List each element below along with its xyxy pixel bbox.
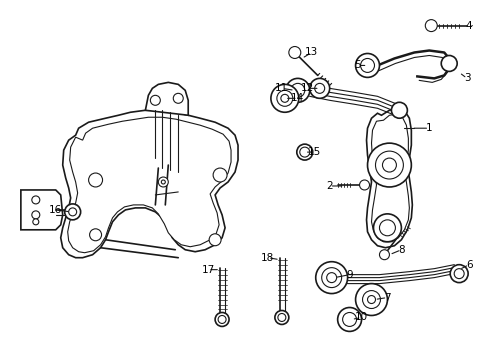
Circle shape xyxy=(89,229,102,241)
Circle shape xyxy=(285,78,309,102)
Circle shape xyxy=(314,84,324,93)
Polygon shape xyxy=(145,82,188,115)
Circle shape xyxy=(288,46,300,58)
Circle shape xyxy=(425,20,436,32)
Text: 13: 13 xyxy=(305,48,318,58)
Circle shape xyxy=(390,102,407,118)
Circle shape xyxy=(150,95,160,105)
Circle shape xyxy=(449,265,467,283)
Text: 14: 14 xyxy=(290,93,304,103)
Circle shape xyxy=(360,58,374,72)
Circle shape xyxy=(32,211,40,219)
Circle shape xyxy=(440,55,456,71)
Circle shape xyxy=(382,158,396,172)
Circle shape xyxy=(158,177,168,187)
Text: 8: 8 xyxy=(397,245,404,255)
Circle shape xyxy=(315,262,347,293)
Circle shape xyxy=(296,144,312,160)
Text: 6: 6 xyxy=(465,260,471,270)
Circle shape xyxy=(33,219,39,225)
Circle shape xyxy=(379,220,395,236)
Circle shape xyxy=(274,310,288,324)
Circle shape xyxy=(290,84,304,97)
Circle shape xyxy=(321,268,341,288)
Text: 18: 18 xyxy=(261,253,274,263)
Circle shape xyxy=(32,196,40,204)
Circle shape xyxy=(309,78,329,98)
Circle shape xyxy=(209,234,221,246)
Text: 4: 4 xyxy=(465,21,471,31)
Circle shape xyxy=(68,208,77,216)
Circle shape xyxy=(88,173,102,187)
Circle shape xyxy=(367,143,410,187)
Circle shape xyxy=(375,151,403,179)
Circle shape xyxy=(161,180,165,184)
Circle shape xyxy=(280,94,288,102)
Text: 15: 15 xyxy=(307,147,321,157)
Text: 11: 11 xyxy=(275,84,288,93)
Circle shape xyxy=(453,269,463,279)
Text: 1: 1 xyxy=(425,123,432,133)
Text: 3: 3 xyxy=(463,73,469,84)
Text: 5: 5 xyxy=(353,60,360,71)
Circle shape xyxy=(379,250,388,260)
Circle shape xyxy=(173,93,183,103)
Text: 7: 7 xyxy=(384,293,390,302)
Circle shape xyxy=(277,314,285,321)
Circle shape xyxy=(373,214,401,242)
Polygon shape xyxy=(366,108,411,248)
Circle shape xyxy=(359,180,369,190)
Circle shape xyxy=(342,312,356,327)
Circle shape xyxy=(299,147,309,157)
Circle shape xyxy=(337,307,361,332)
Text: 16: 16 xyxy=(49,205,62,215)
Circle shape xyxy=(276,90,292,106)
Circle shape xyxy=(64,204,81,220)
Polygon shape xyxy=(21,190,62,230)
Text: 12: 12 xyxy=(301,84,314,93)
Circle shape xyxy=(355,284,386,315)
Polygon shape xyxy=(67,117,230,253)
Polygon shape xyxy=(61,110,238,258)
Text: 2: 2 xyxy=(325,181,332,191)
Circle shape xyxy=(362,291,380,309)
Text: 17: 17 xyxy=(201,265,214,275)
Circle shape xyxy=(215,312,228,327)
Text: 10: 10 xyxy=(354,312,367,323)
Circle shape xyxy=(355,54,379,77)
Circle shape xyxy=(213,168,226,182)
Circle shape xyxy=(367,296,375,303)
Circle shape xyxy=(218,315,225,323)
Polygon shape xyxy=(371,114,408,242)
Text: 9: 9 xyxy=(346,270,352,280)
Circle shape xyxy=(270,84,298,112)
Circle shape xyxy=(326,273,336,283)
